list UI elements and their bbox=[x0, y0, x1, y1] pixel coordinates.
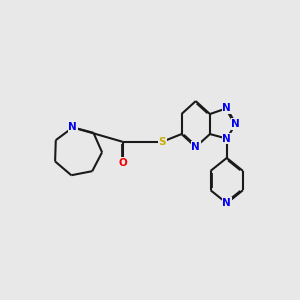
Text: N: N bbox=[191, 142, 200, 152]
Text: N: N bbox=[68, 122, 77, 132]
Text: N: N bbox=[222, 134, 231, 144]
Text: N: N bbox=[222, 103, 231, 113]
Text: S: S bbox=[158, 137, 166, 147]
Text: O: O bbox=[118, 158, 127, 168]
Text: N: N bbox=[222, 198, 231, 208]
Text: N: N bbox=[231, 119, 240, 129]
